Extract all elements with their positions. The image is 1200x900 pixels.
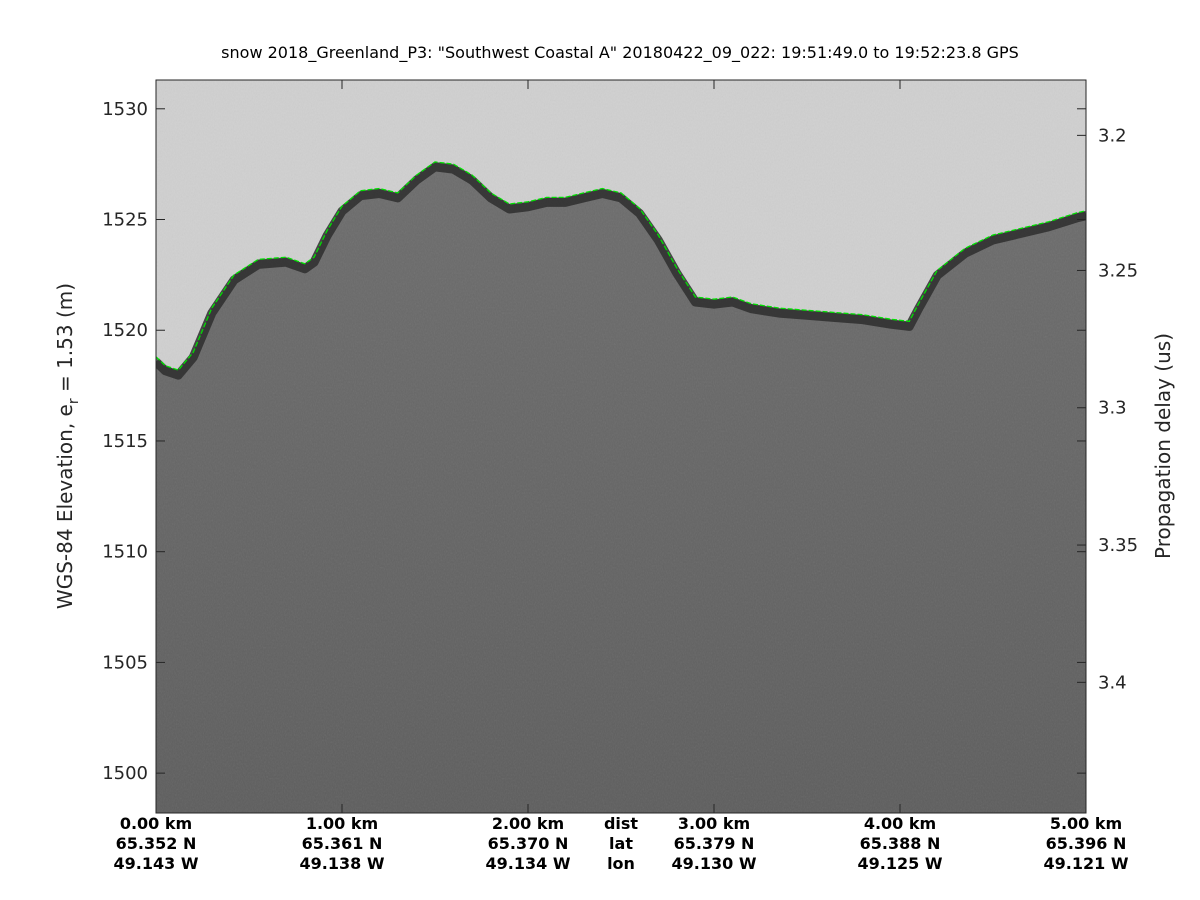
x-row-label-lat: lat: [609, 834, 633, 853]
x-tick-lat-label: 65.396 N: [1046, 834, 1127, 853]
y-tick-label: 1515: [102, 431, 148, 452]
y2-tick-label: 3.2: [1098, 125, 1127, 146]
x-tick-dist-label: 5.00 km: [1050, 814, 1122, 833]
x-tick-dist-label: 4.00 km: [864, 814, 936, 833]
x-tick-lat-label: 65.370 N: [488, 834, 569, 853]
x-tick-lat-label: 65.379 N: [674, 834, 755, 853]
x-row-label-dist: dist: [604, 814, 638, 833]
y-tick-label: 1520: [102, 320, 148, 341]
y-axis-left: 1500 1505 1510 1515 1520 1525 1530: [102, 99, 1086, 784]
y2-tick-label: 3.3: [1098, 398, 1127, 419]
y2-tick-label: 3.4: [1098, 672, 1127, 693]
x-tick-dist-label: 0.00 km: [120, 814, 192, 833]
x-tick-lon-label: 49.130 W: [672, 854, 757, 873]
y2-axis-title: Propagation delay (us): [1151, 333, 1175, 559]
y-tick-label: 1530: [102, 99, 148, 120]
y2-tick-label: 3.35: [1098, 535, 1138, 556]
plot-frame: [155, 79, 1087, 814]
y-tick-label: 1500: [102, 763, 148, 784]
x-tick-lat-label: 65.352 N: [116, 834, 197, 853]
x-tick-dist-label: 3.00 km: [678, 814, 750, 833]
chart-title: snow 2018_Greenland_P3: "Southwest Coast…: [221, 43, 1019, 63]
x-tick-lon-label: 49.138 W: [300, 854, 385, 873]
surface-layer-pick: [156, 161, 1086, 371]
noise-texture: [156, 80, 1086, 813]
x-row-label-lon: lon: [607, 854, 635, 873]
y-tick-label: 1510: [102, 542, 148, 563]
y2-tick-label: 3.25: [1098, 260, 1138, 281]
y-axis-right: 3.2 3.25 3.3 3.35 3.4: [1077, 125, 1138, 693]
x-tick-lat-label: 65.361 N: [302, 834, 383, 853]
y-axis-title-suffix: = 1.53 (m): [53, 283, 77, 398]
y-tick-label: 1525: [102, 210, 148, 231]
x-tick-lon-label: 49.143 W: [114, 854, 199, 873]
x-tick-lon-label: 49.125 W: [858, 854, 943, 873]
y-tick-label: 1505: [102, 652, 148, 673]
x-tick-dist-label: 2.00 km: [492, 814, 564, 833]
surface-band: [156, 162, 1086, 380]
y-axis-title: WGS-84 Elevation, er = 1.53 (m): [53, 283, 82, 609]
x-tick-lon-label: 49.121 W: [1044, 854, 1129, 873]
x-tick-lat-label: 65.388 N: [860, 834, 941, 853]
y-axis-title-prefix: WGS-84 Elevation, e: [53, 404, 77, 609]
y-axis-title-subscript: r: [66, 398, 82, 404]
x-tick-lon-label: 49.134 W: [486, 854, 571, 873]
echogram-image: [156, 80, 1086, 813]
x-tick-dist-label: 1.00 km: [306, 814, 378, 833]
